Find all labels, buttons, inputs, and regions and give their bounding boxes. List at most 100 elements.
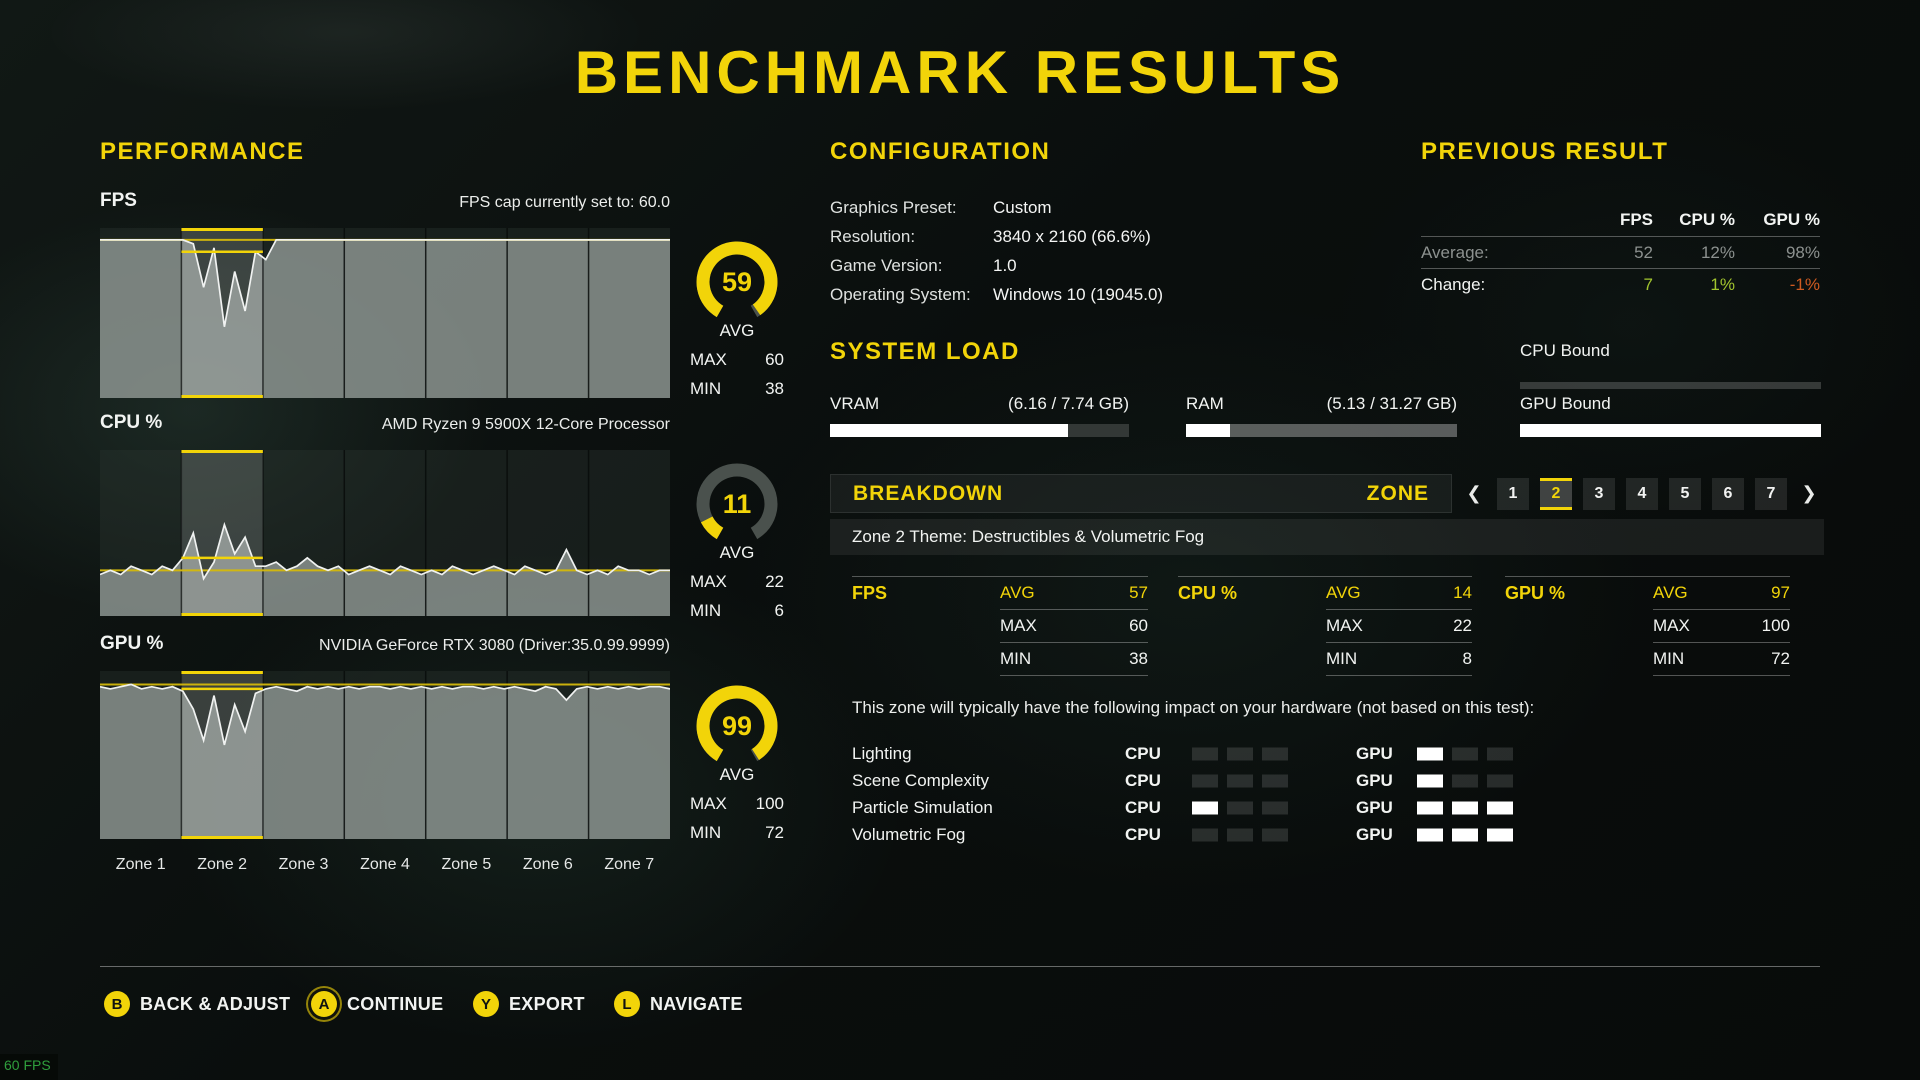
zone-button-4[interactable]: 4 [1626, 477, 1658, 510]
previous-result-column-header: FPS [1619, 209, 1653, 229]
configuration-row-label: Graphics Preset: [830, 197, 957, 217]
graph-zone-label: Zone 1 [115, 856, 166, 873]
zone-theme-text: Zone 2 Theme: Destructibles & Volumetric… [852, 527, 1205, 546]
system-load-heading: SYSTEM LOAD [830, 338, 1020, 365]
impact-row: Volumetric Fog CPU GPU [852, 821, 1572, 848]
impact-segment [1262, 828, 1288, 841]
vram-value: (6.16 / 7.74 GB) [1008, 394, 1129, 413]
cpu-graph-label: CPU % [100, 412, 163, 433]
vram-label: VRAM [830, 394, 880, 413]
configuration-heading: CONFIGURATION [830, 138, 1051, 165]
previous-result-cell: 12% [1700, 242, 1735, 262]
footer-button-export[interactable]: Y EXPORT [473, 991, 585, 1017]
graph-zone-label: Zone 6 [522, 856, 573, 873]
stat-value: 97 [1771, 583, 1790, 602]
previous-result-header-row: FPS CPU % GPU % [1421, 203, 1820, 236]
breakdown-panel: BREAKDOWN ZONE [830, 474, 1452, 513]
stat-label: MAX [1000, 616, 1037, 635]
footer-button-label: CONTINUE [347, 993, 444, 1014]
cpu-gauge: 11 AVG MAX 22 MIN 6 [688, 457, 786, 627]
stat-row-min: MIN 38 [1000, 643, 1148, 676]
stat-row-min: MIN 72 [1653, 643, 1790, 676]
zone-button-6[interactable]: 6 [1712, 477, 1744, 510]
stat-row-min: MIN 8 [1326, 643, 1472, 676]
impact-row-name: Volumetric Fog [852, 824, 966, 844]
gauge-min-value: 38 [765, 379, 784, 398]
zone-prev-button[interactable]: ❮ [1466, 483, 1482, 503]
impact-segment [1452, 747, 1478, 760]
gauge-min-row: MIN 72 [690, 823, 784, 843]
impact-row-name: Scene Complexity [852, 770, 990, 790]
footer-button-navigate[interactable]: L NAVIGATE [614, 991, 743, 1017]
stat-value: 38 [1129, 649, 1148, 668]
zone-selector-label: ZONE [1366, 481, 1429, 505]
graph-zone-label: Zone 2 [197, 856, 248, 873]
zone-button-5[interactable]: 5 [1669, 477, 1701, 510]
ram-value: (5.13 / 31.27 GB) [1326, 394, 1457, 413]
impact-segment [1227, 828, 1253, 841]
gauge-min-value: 72 [765, 823, 784, 842]
impact-row: Scene Complexity CPU GPU [852, 767, 1572, 794]
gauge-max-row: MAX 60 [690, 350, 784, 370]
zone-selector: ❮ 1 2 3 4 5 6 7 ❯ [1462, 474, 1824, 513]
stat-value: 14 [1453, 583, 1472, 602]
impact-gpu-meter [1417, 774, 1513, 787]
impact-note: This zone will typically have the follow… [852, 698, 1535, 717]
gauge-max-value: 60 [765, 350, 784, 369]
gauge-value: 99 [722, 711, 752, 741]
gpu-graph-label: GPU % [100, 633, 164, 654]
ram-row: RAM (5.13 / 31.27 GB) [1186, 394, 1457, 414]
gauge-max-label: MAX [690, 350, 727, 369]
configuration-row-value: Windows 10 (19045.0) [993, 284, 1164, 304]
impact-segment [1452, 828, 1478, 841]
impact-rows: Lighting CPU GPU Scene Complexity CPU GPU Part… [852, 740, 1572, 848]
gauge-max-value: 100 [755, 794, 784, 813]
ram-label: RAM [1186, 394, 1224, 413]
gpu-stats-group: GPU % AVG 97 MAX 100 MIN 72 [1505, 576, 1790, 676]
configuration-row-label: Game Version: [830, 255, 943, 275]
gauge-max-value: 22 [765, 572, 784, 591]
stat-group-name: GPU % [1505, 582, 1566, 603]
footer-button-label: NAVIGATE [650, 993, 743, 1014]
stat-row-max: MAX 100 [1653, 610, 1790, 643]
impact-segment [1227, 747, 1253, 760]
gamepad-a-icon: A [311, 991, 337, 1017]
graph-canvas [99, 671, 671, 839]
gauge-avg-label: AVG [719, 321, 755, 340]
impact-segment [1262, 801, 1288, 814]
fps-graph [100, 228, 670, 398]
impact-gpu-meter [1417, 747, 1513, 760]
footer-button-continue[interactable]: A CONTINUE [311, 991, 443, 1017]
fps-graph-label: FPS [100, 190, 137, 211]
stat-label: AVG [1653, 583, 1688, 602]
zone-button-2[interactable]: 2 [1540, 477, 1572, 510]
zone-button-3[interactable]: 3 [1583, 477, 1615, 510]
stat-row-avg: AVG 57 [1000, 577, 1148, 610]
zone-button-1[interactable]: 1 [1497, 477, 1529, 510]
fps-graph-header: FPS FPS cap currently set to: 60.0 [100, 190, 670, 212]
impact-segment [1192, 774, 1218, 787]
gauge-min-label: MIN [690, 379, 722, 398]
gauge-avg-label: AVG [719, 543, 755, 562]
impact-cpu-meter [1192, 747, 1288, 760]
impact-segment [1227, 774, 1253, 787]
cpu-bound-label: CPU Bound [1520, 341, 1610, 360]
stat-label: AVG [1000, 583, 1035, 602]
configuration-row: Game Version: 1.0 [830, 251, 1163, 280]
footer-button-back-adjust[interactable]: B BACK & ADJUST [104, 991, 290, 1017]
zone-next-button[interactable]: ❯ [1801, 483, 1817, 503]
previous-result-cell: -1% [1789, 274, 1820, 294]
impact-cpu-label: CPU [1125, 797, 1161, 817]
previous-result-row: Change: 7 1% -1% [1421, 268, 1820, 300]
zone-button-7[interactable]: 7 [1755, 477, 1787, 510]
stat-value: 72 [1771, 649, 1790, 668]
gauge-dial: 11 [696, 463, 778, 540]
impact-segment [1417, 828, 1443, 841]
impact-segment [1262, 774, 1288, 787]
gpu-graph-header: GPU % NVIDIA GeForce RTX 3080 (Driver:35… [100, 633, 670, 655]
stat-row-avg: AVG 97 [1653, 577, 1790, 610]
impact-segment [1487, 801, 1513, 814]
impact-row: Particle Simulation CPU GPU [852, 794, 1572, 821]
impact-segment [1192, 747, 1218, 760]
